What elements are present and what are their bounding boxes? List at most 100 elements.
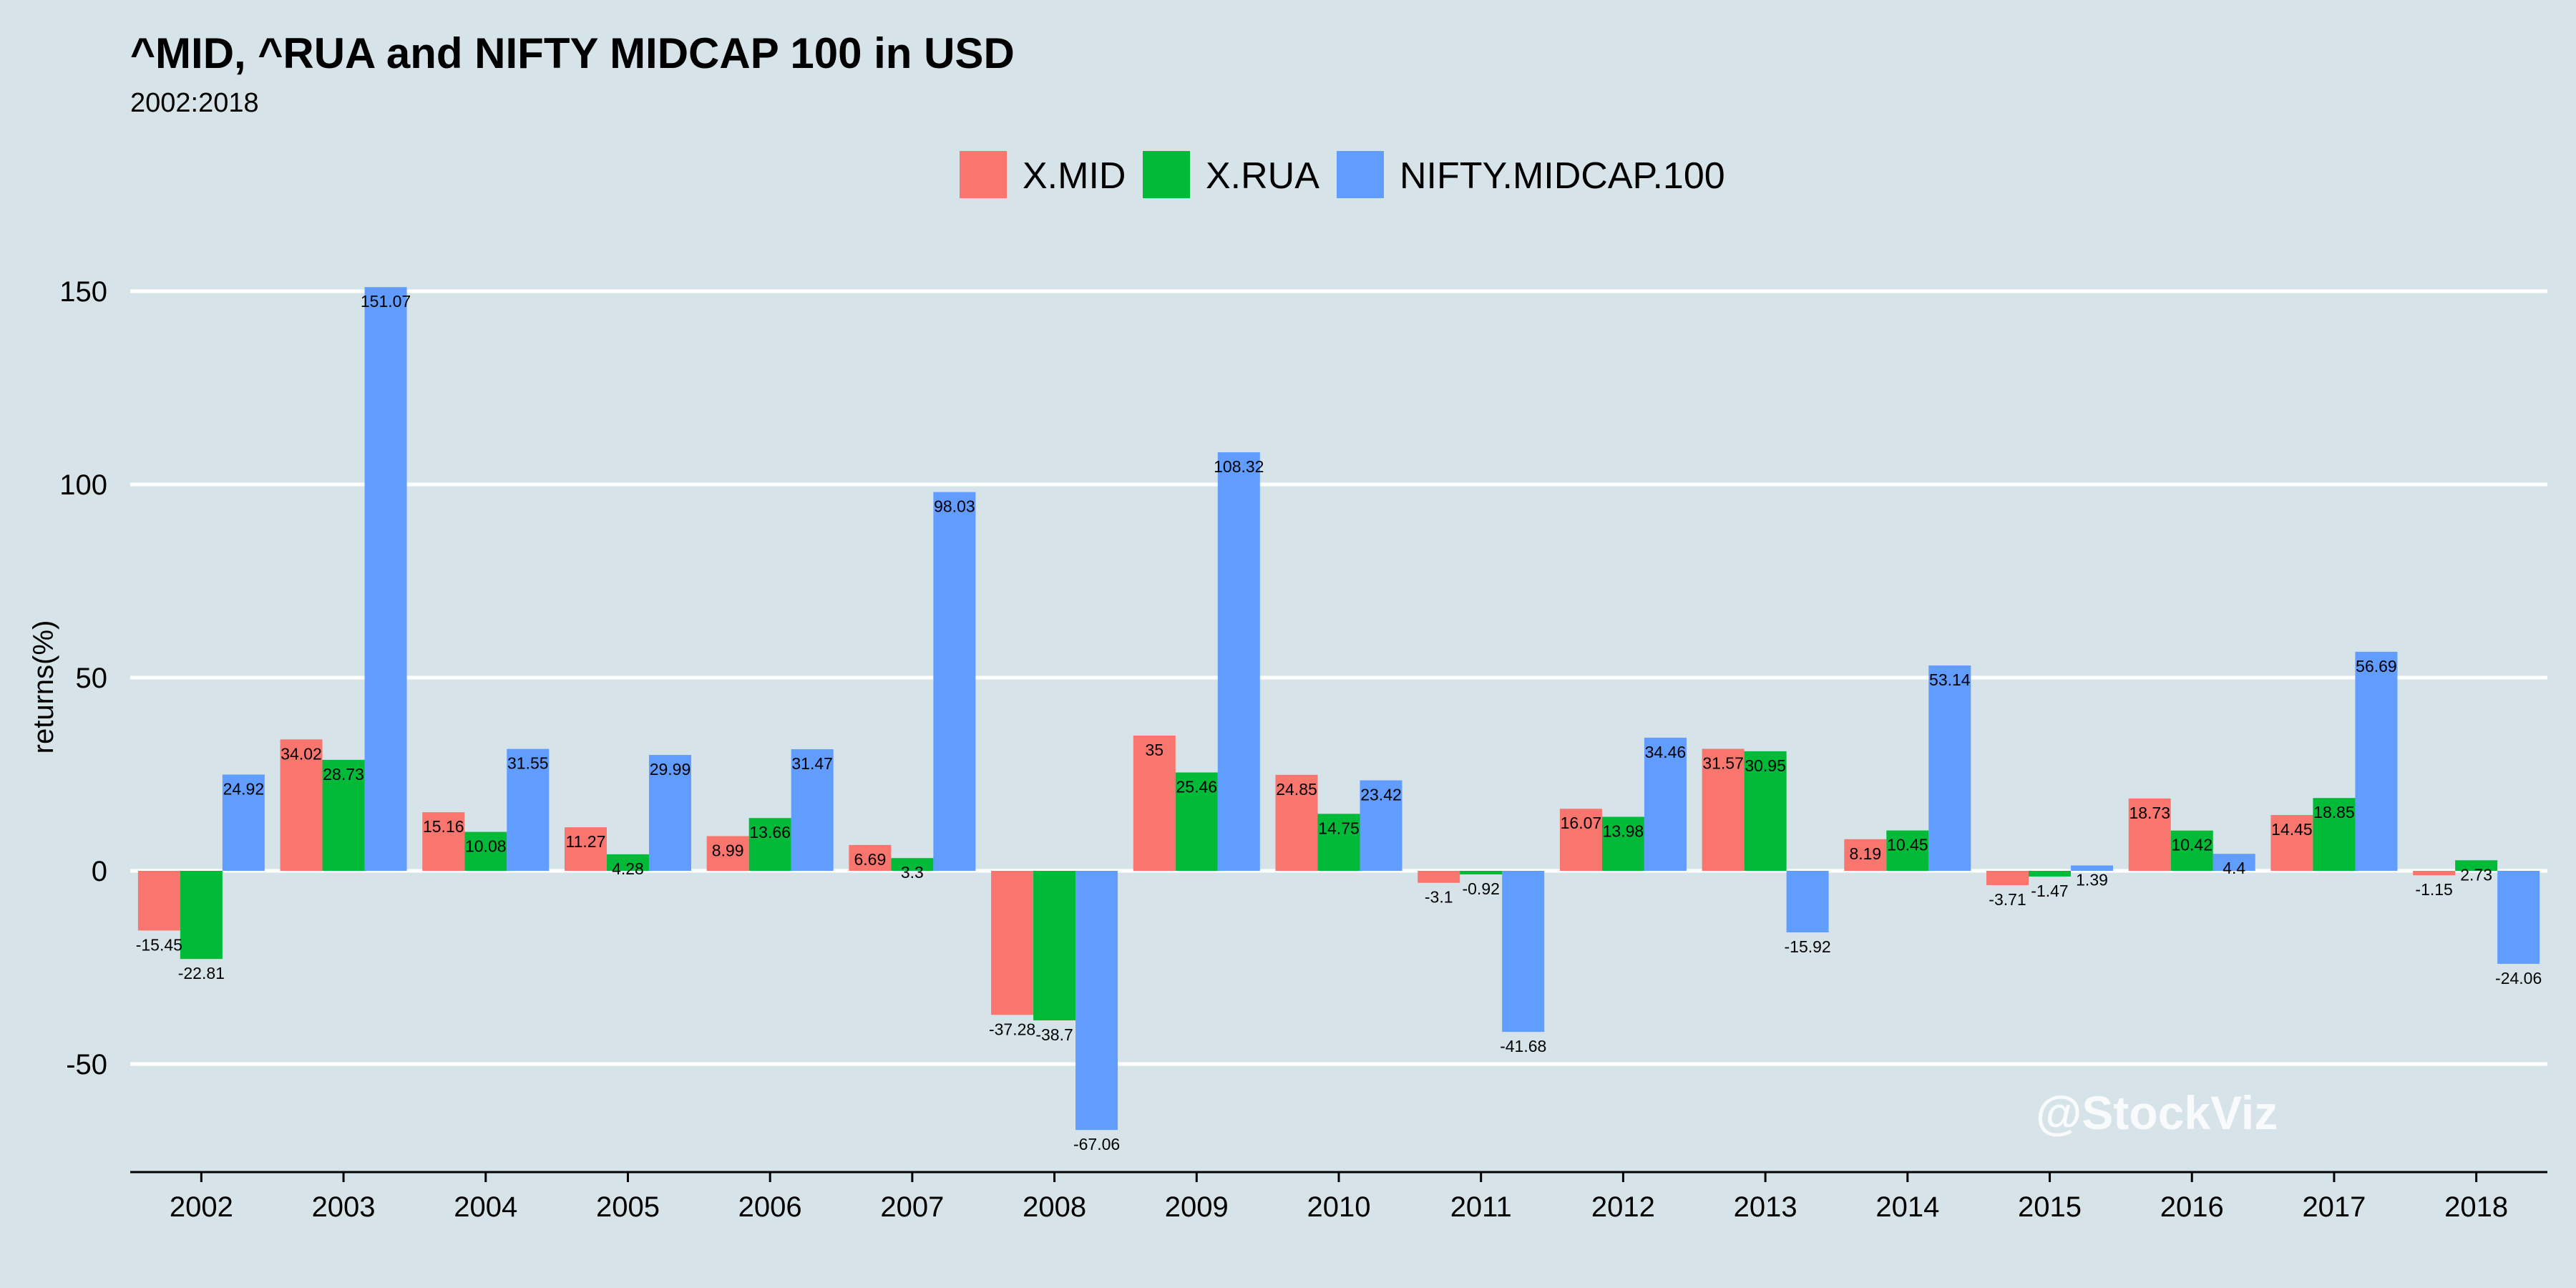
bar-nifty-midcap-100-2017	[2355, 651, 2398, 871]
data-label: -24.06	[2495, 969, 2542, 987]
bar-x-mid-2004	[422, 812, 465, 871]
bar-x-rua-2005	[606, 854, 649, 871]
bar-x-mid-2015	[1986, 871, 2029, 886]
bar-x-mid-2002	[137, 871, 180, 931]
data-label: 98.03	[934, 497, 975, 516]
x-tick-label: 2017	[2302, 1191, 2366, 1223]
data-label: 14.45	[2271, 820, 2313, 839]
data-label: 25.46	[1176, 778, 1218, 796]
data-label: 35	[1145, 741, 1163, 759]
bar-x-rua-2012	[1601, 816, 1644, 871]
x-tick-label: 2002	[170, 1191, 233, 1223]
bar-x-rua-2011	[1460, 871, 1503, 874]
x-tick-label: 2013	[1734, 1191, 1797, 1223]
x-tick-label: 2008	[1023, 1191, 1086, 1223]
data-label: 31.57	[1702, 754, 1744, 773]
data-label: -41.68	[1500, 1037, 1546, 1055]
data-label: 11.27	[566, 832, 606, 851]
data-label: 29.99	[650, 760, 691, 779]
y-tick-label: 100	[59, 469, 107, 501]
bars	[137, 287, 2540, 1131]
data-label: 15.16	[423, 817, 464, 836]
legend-swatch	[1143, 151, 1190, 198]
data-label: -3.1	[1425, 888, 1453, 907]
data-label: 3.3	[901, 863, 924, 882]
y-tick-label: 50	[76, 663, 108, 694]
x-tick-label: 2012	[1591, 1191, 1655, 1223]
bar-x-rua-2014	[1886, 830, 1929, 871]
bar-x-rua-2007	[891, 858, 934, 871]
data-label: 24.92	[223, 779, 265, 798]
data-label: -1.47	[2031, 882, 2068, 900]
data-label: 53.14	[1929, 670, 1971, 689]
data-label: 4.4	[2223, 859, 2245, 877]
legend-label: NIFTY.MIDCAP.100	[1400, 155, 1725, 197]
data-label: 18.85	[2313, 803, 2355, 821]
y-tick-label: -50	[66, 1049, 107, 1080]
bar-nifty-midcap-100-2016	[2212, 854, 2255, 871]
legend-swatch	[960, 151, 1007, 198]
data-label: 10.45	[1887, 836, 1928, 854]
x-tick-label: 2005	[596, 1191, 660, 1223]
bar-x-rua-2017	[2313, 798, 2356, 871]
data-label: 14.75	[1318, 819, 1360, 837]
bar-nifty-midcap-100-2011	[1502, 871, 1545, 1033]
data-label: 16.07	[1561, 814, 1602, 832]
bar-x-mid-2005	[564, 827, 607, 871]
x-axis-ticks: 2002 2003 2004 2005 2006 2007 2008 2009 2010 2011…	[170, 1172, 2508, 1223]
bar-nifty-midcap-100-2007	[933, 492, 976, 871]
bar-x-rua-2002	[180, 871, 223, 960]
data-label: 30.95	[1745, 756, 1786, 775]
data-labels: -15.45-22.8124.9234.0228.73151.0715.1610…	[136, 292, 2542, 1153]
data-label: -67.06	[1073, 1135, 1120, 1153]
data-label: -1.15	[2415, 880, 2452, 899]
bar-x-mid-2008	[991, 871, 1034, 1015]
data-label: 10.42	[2171, 836, 2212, 854]
bar-x-rua-2009	[1175, 772, 1218, 871]
data-label: -38.7	[1035, 1025, 1073, 1044]
bar-nifty-midcap-100-2012	[1644, 737, 1687, 871]
data-label: 151.07	[361, 292, 411, 311]
bar-x-mid-2012	[1559, 809, 1602, 871]
bar-x-rua-2018	[2455, 860, 2498, 871]
data-label: 24.85	[1276, 780, 1317, 799]
bar-x-mid-2014	[1844, 839, 1887, 871]
legend-label: X.MID	[1023, 155, 1126, 197]
data-label: -3.71	[1989, 890, 2026, 909]
gridlines	[130, 289, 2547, 1066]
bar-x-mid-2003	[280, 739, 323, 871]
bar-x-rua-2013	[1744, 751, 1787, 871]
y-axis-title: returns(%)	[28, 620, 59, 754]
bar-nifty-midcap-100-2009	[1217, 452, 1260, 871]
x-tick-label: 2007	[880, 1191, 944, 1223]
bar-nifty-midcap-100-2006	[791, 749, 834, 871]
data-label: 10.08	[465, 837, 507, 856]
bar-x-mid-2016	[2128, 798, 2171, 871]
bar-x-mid-2013	[1702, 748, 1745, 871]
data-label: 4.28	[612, 859, 644, 878]
data-label: -15.92	[1785, 937, 1831, 956]
bar-x-mid-2017	[2270, 814, 2313, 871]
x-tick-label: 2006	[738, 1191, 802, 1223]
chart-subtitle: 2002:2018	[130, 88, 259, 118]
data-label: 6.69	[854, 850, 886, 869]
data-label: -15.45	[136, 935, 182, 954]
data-label: 56.69	[2356, 657, 2397, 675]
bar-nifty-midcap-100-2018	[2497, 871, 2540, 964]
bar-nifty-midcap-100-2014	[1928, 665, 1971, 871]
legend: X.MID X.RUA NIFTY.MIDCAP.100	[960, 151, 1725, 198]
data-label: -37.28	[989, 1020, 1035, 1038]
data-label: 28.73	[323, 765, 364, 784]
bar-x-rua-2003	[322, 759, 365, 871]
x-tick-label: 2004	[454, 1191, 517, 1223]
data-label: 31.55	[507, 754, 549, 773]
bar-x-rua-2015	[2029, 871, 2072, 877]
x-tick-label: 2014	[1875, 1191, 1939, 1223]
x-tick-label: 2003	[312, 1191, 376, 1223]
bar-x-mid-2006	[706, 836, 749, 871]
bar-x-rua-2004	[464, 831, 507, 871]
data-label: 8.99	[712, 841, 744, 859]
y-tick-label: 0	[92, 856, 107, 887]
data-label: 34.02	[280, 744, 322, 763]
